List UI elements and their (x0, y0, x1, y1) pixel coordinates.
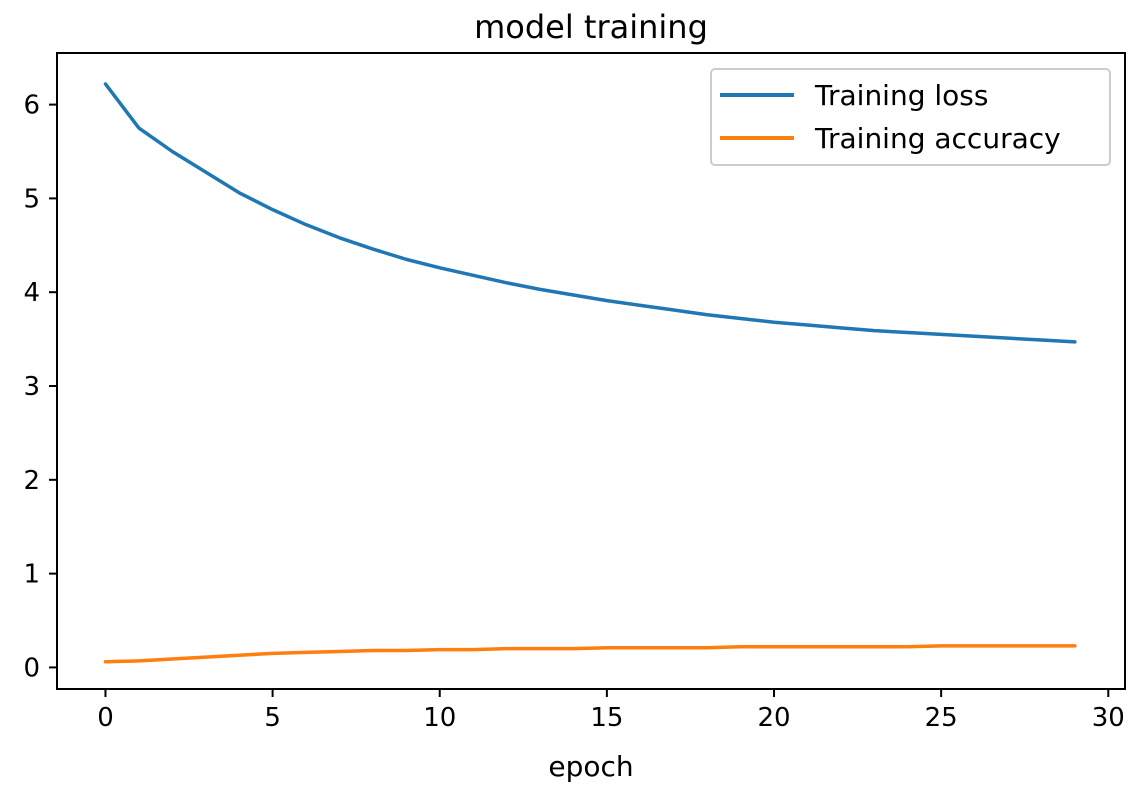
y-tick-label: 2 (23, 466, 40, 496)
legend-label-training-accuracy: Training accuracy (814, 122, 1061, 155)
chart-title: model training (474, 8, 708, 46)
x-tick-label: 10 (423, 703, 456, 733)
x-tick-label: 25 (925, 703, 958, 733)
y-tick-label: 3 (23, 372, 40, 402)
x-tick-label: 20 (757, 703, 790, 733)
y-tick-label: 0 (23, 653, 40, 683)
y-tick-label: 1 (23, 560, 40, 590)
y-axis-ticks: 0 1 2 3 4 5 6 (23, 91, 57, 683)
x-tick-label: 0 (97, 703, 114, 733)
x-tick-label: 30 (1092, 703, 1125, 733)
x-tick-label: 15 (590, 703, 623, 733)
plot-area-frame (56, 52, 1126, 690)
legend-frame (710, 68, 1111, 166)
series-line-training-loss (103, 82, 1077, 344)
x-tick-label: 5 (264, 703, 281, 733)
legend: Training loss Training accuracy (710, 68, 1111, 166)
y-tick-label: 6 (23, 91, 40, 121)
series-line-training-accuracy (103, 644, 1077, 664)
y-tick-label: 5 (23, 184, 40, 214)
y-tick-label: 4 (23, 278, 40, 308)
legend-label-training-loss: Training loss (814, 79, 988, 112)
x-axis-ticks: 0 5 10 15 20 25 30 (97, 689, 1125, 733)
x-axis-label: epoch (548, 750, 633, 783)
series-layer (103, 82, 1077, 664)
